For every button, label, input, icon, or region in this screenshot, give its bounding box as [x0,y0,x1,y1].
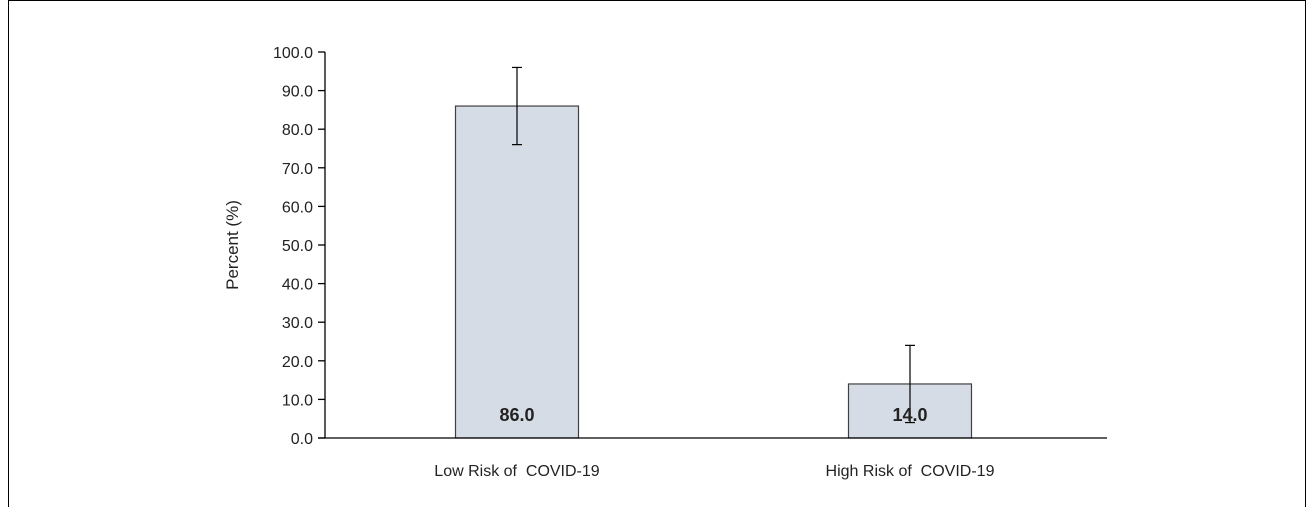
y-tick-label: 50.0 [282,238,313,255]
y-tick-label: 100.0 [273,45,313,62]
x-category-label-1: High Risk of COVID-19 [826,463,995,480]
data-labels-layer: 86.0 14.0 [499,405,927,425]
x-category-label-0: Low Risk of COVID-19 [434,463,599,480]
y-tick-label: 90.0 [282,84,313,101]
y-tick-label: 70.0 [282,161,313,178]
data-label-0: 86.0 [499,405,534,425]
error-bars-layer [512,66,915,424]
y-tick-label: 60.0 [282,199,313,216]
data-label-1: 14.0 [892,405,927,425]
bars-layer [454,105,973,439]
y-tick-label: 10.0 [282,392,313,409]
y-tick-label: 40.0 [282,277,313,294]
x-categories-layer: Low Risk of COVID-19 High Risk of COVID-1… [434,463,994,480]
y-tick-label: 0.0 [291,431,313,448]
y-tick-label: 30.0 [282,315,313,332]
y-ticks-layer: 0.0 10.0 20.0 30.0 40.0 50.0 60.0 70.0 80.0 90.0 1… [273,45,325,448]
y-tick-label: 80.0 [282,122,313,139]
y-tick-label: 20.0 [282,354,313,371]
y-axis-title: Percent (%) [223,200,242,290]
bar-0 [454,105,580,439]
